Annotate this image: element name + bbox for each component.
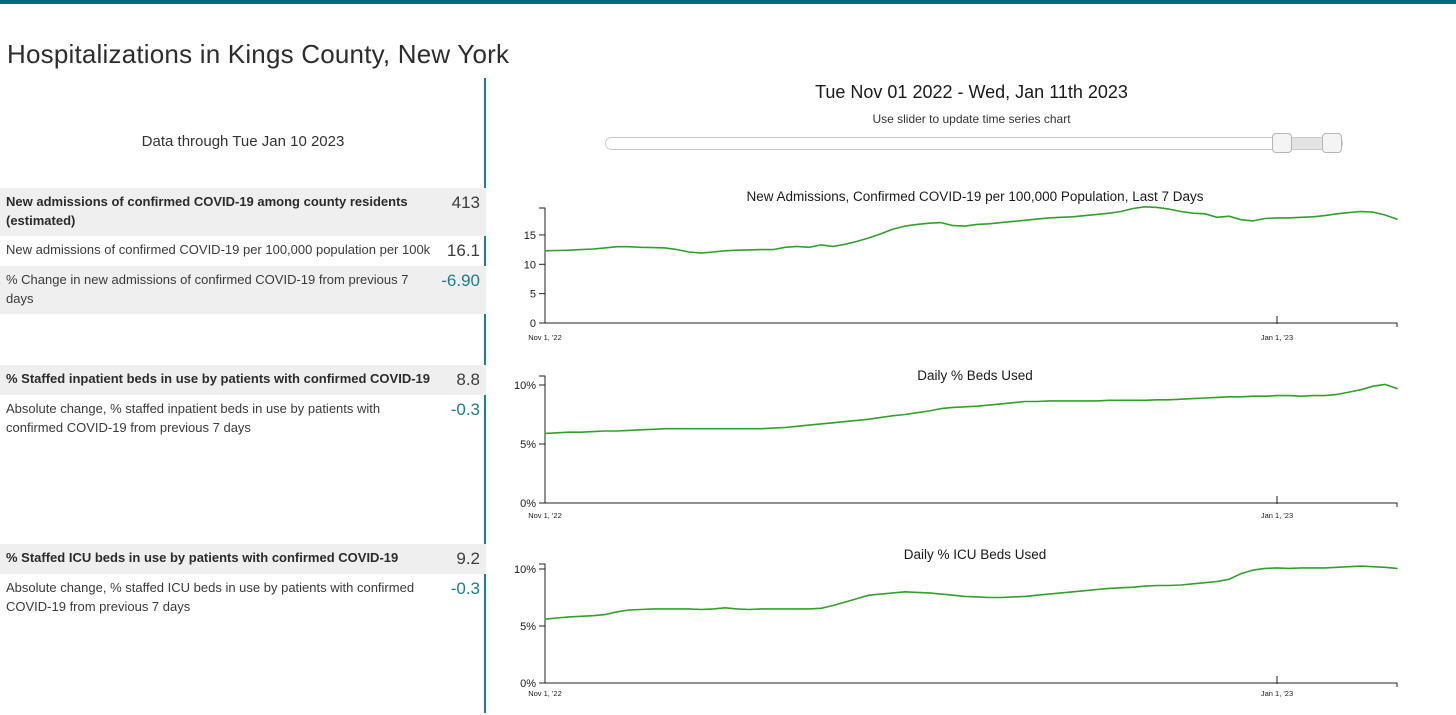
y-tick-label: 0% (520, 498, 536, 510)
stat-label: % Staffed inpatient beds in use by patie… (6, 371, 431, 386)
stats-section-admissions: New admissions of confirmed COVID-19 amo… (0, 188, 486, 314)
slider-hint-label: Use slider to update time series chart (872, 112, 1071, 126)
y-tick-label: 15 (524, 230, 536, 242)
stat-row: Absolute change, % staffed inpatient bed… (0, 395, 486, 443)
x-tick-label: Jan 1, '23 (1261, 689, 1293, 698)
stat-label: New admissions of confirmed COVID-19 per… (6, 241, 431, 257)
stat-row: % Staffed ICU beds in use by patients wi… (0, 544, 486, 575)
stat-label: % Staffed ICU beds in use by patients wi… (6, 550, 399, 565)
stat-value: 16.1 (446, 240, 480, 260)
slider-handle-start[interactable] (1272, 133, 1292, 153)
stat-label: New admissions of confirmed COVID-19 amo… (6, 194, 408, 228)
chart-new-admissions: New Admissions, Confirmed COVID-19 per 1… (500, 183, 1456, 353)
stat-label: % Change in new admissions of confirmed … (6, 272, 409, 306)
x-tick-label: Jan 1, '23 (1261, 511, 1293, 520)
y-tick-label: 0% (520, 678, 536, 690)
stat-row: Absolute change, % staffed ICU beds in u… (0, 574, 486, 622)
stats-section-inpatient-beds: % Staffed inpatient beds in use by patie… (0, 365, 486, 443)
y-tick-label: 0 (530, 318, 536, 330)
stat-value: -6.90 (441, 271, 480, 291)
y-tick-label: 10% (514, 564, 536, 576)
stat-value: 413 (451, 193, 480, 212)
stat-row: % Change in new admissions of confirmed … (0, 266, 486, 314)
chart-title: New Admissions, Confirmed COVID-19 per 1… (747, 189, 1204, 204)
x-tick-label: Nov 1, '22 (528, 689, 562, 698)
time-range-slider[interactable] (605, 133, 1343, 153)
series-line (544, 383, 1398, 435)
y-tick-label: 5 (530, 289, 536, 301)
stat-row: % Staffed inpatient beds in use by patie… (0, 365, 486, 396)
date-range-title: Tue Nov 01 2022 - Wed, Jan 11th 2023 (815, 82, 1128, 102)
y-tick-label: 5% (520, 621, 536, 633)
y-tick-label: 10 (524, 259, 536, 271)
stat-label: Absolute change, % staffed inpatient bed… (6, 401, 381, 436)
chart-title: Daily % ICU Beds Used (904, 547, 1047, 562)
x-tick-label: Nov 1, '22 (528, 511, 562, 520)
stat-row: New admissions of confirmed COVID-19 per… (0, 236, 486, 266)
page-title: Hospitalizations in Kings County, New Yo… (7, 39, 510, 70)
y-tick-label: 5% (520, 439, 536, 451)
chart-title: Daily % Beds Used (917, 368, 1033, 383)
slider-handle-end[interactable] (1322, 133, 1342, 153)
stats-panel-divider (0, 78, 486, 713)
y-tick-label: 10% (514, 380, 536, 392)
stat-value: -0.3 (450, 400, 480, 420)
series-line (544, 205, 1398, 254)
chart-canvas: New Admissions, Confirmed COVID-19 per 1… (524, 189, 1398, 342)
stat-label: Absolute change, % staffed ICU beds in u… (6, 580, 415, 615)
stat-row: New admissions of confirmed COVID-19 amo… (0, 188, 486, 236)
stat-value: 8.8 (456, 370, 480, 389)
chart-axes (539, 563, 1398, 687)
data-through-label: Data through Tue Jan 10 2023 (141, 133, 345, 150)
chart-canvas: Daily % Beds Used 0% 5% 10% Nov 1, '22 Jan 1,… (514, 368, 1398, 520)
series-line (544, 565, 1398, 620)
top-accent-bar (0, 0, 1456, 4)
chart-pct-beds-used: Daily % Beds Used 0% 5% 10% Nov 1, '22 Jan 1,… (500, 360, 1456, 530)
slider-selected-range (1281, 138, 1327, 149)
stats-section-icu-beds: % Staffed ICU beds in use by patients wi… (0, 544, 486, 622)
stat-value: -0.3 (450, 579, 480, 599)
chart-pct-icu-beds-used: Daily % ICU Beds Used 0% 5% 10% Nov 1, '22 Ja… (500, 540, 1456, 715)
x-tick-label: Nov 1, '22 (528, 333, 562, 342)
x-tick-label: Jan 1, '23 (1261, 333, 1293, 342)
chart-canvas: Daily % ICU Beds Used 0% 5% 10% Nov 1, '22 Ja… (514, 547, 1398, 698)
stat-value: 9.2 (456, 549, 480, 568)
